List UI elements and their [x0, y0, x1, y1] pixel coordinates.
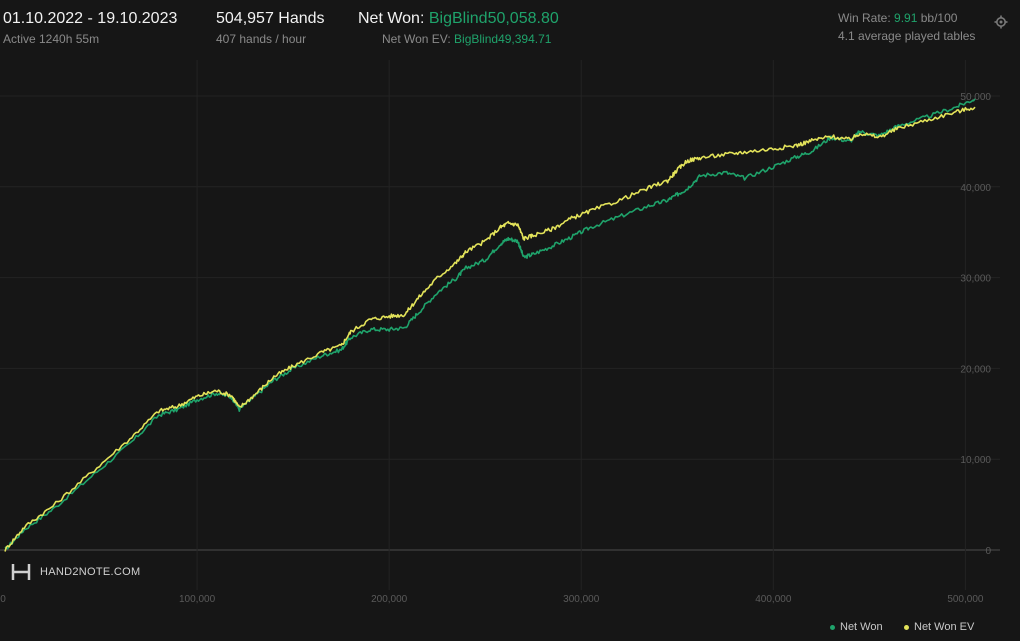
- x-tick-label: 200,000: [371, 594, 408, 605]
- net-won-value: BigBlind50,058.80: [428, 10, 559, 27]
- average-tables: 4.1 average played tables: [838, 29, 976, 43]
- x-tick-label: 300,000: [563, 594, 600, 605]
- legend-net-won-ev-dot: [904, 624, 909, 630]
- x-tick-label: 500,000: [947, 594, 984, 605]
- y-tick-label: 30,000: [960, 274, 991, 285]
- win-rate-value: 9.91: [894, 11, 918, 25]
- net-won-ev-line: [4, 106, 976, 552]
- win-rate: Win Rate: 9.91 bb/100: [838, 11, 957, 25]
- y-tick-label: 10,000: [960, 455, 991, 466]
- x-tick-label: 100,000: [179, 594, 216, 605]
- legend-net-won-label: Net Won: [840, 621, 883, 633]
- net-won-label: Net Won:: [358, 10, 425, 27]
- gear-icon[interactable]: [994, 15, 1008, 29]
- x-tick-label: 0: [0, 594, 6, 605]
- hands-per-hour: 407 hands / hour: [216, 32, 307, 46]
- grid: [0, 60, 1000, 590]
- legend-net-won-ev-label: Net Won EV: [914, 621, 975, 633]
- active-time: Active 1240h 55m: [3, 32, 100, 46]
- series-lines: [4, 98, 976, 552]
- y-tick-label: 0: [985, 546, 991, 557]
- logo-icon: [11, 564, 31, 580]
- y-axis-ticks: 0 10,000 20,000 30,000 40,000 50,000: [960, 92, 991, 557]
- net-won-ev-summary: Net Won EV: BigBlind49,394.71: [382, 32, 551, 46]
- hands-count: 504,957 Hands: [216, 10, 325, 27]
- net-won-ev-value: BigBlind49,394.71: [454, 32, 552, 46]
- win-rate-unit: bb/100: [920, 11, 958, 25]
- y-tick-label: 20,000: [960, 364, 991, 375]
- legend-net-won[interactable]: Net Won: [830, 621, 883, 633]
- legend-net-won-ev[interactable]: Net Won EV: [904, 621, 974, 633]
- date-range[interactable]: 01.10.2022 - 19.10.2023: [3, 10, 178, 27]
- logo-text: HAND2NOTE.COM: [40, 566, 141, 578]
- net-won-summary: Net Won: BigBlind50,058.80: [358, 10, 559, 28]
- legend-net-won-dot: [830, 624, 835, 630]
- x-axis-ticks: 0 100,000 200,000 300,000 400,000 500,000: [0, 594, 984, 605]
- win-rate-label: Win Rate:: [838, 11, 891, 25]
- y-tick-label: 40,000: [960, 183, 991, 194]
- net-won-line: [4, 98, 976, 550]
- net-won-ev-label: Net Won EV:: [382, 32, 451, 46]
- hand2note-logo: HAND2NOTE.COM: [10, 561, 140, 583]
- y-tick-label: 50,000: [960, 92, 991, 103]
- x-tick-label: 400,000: [755, 594, 792, 605]
